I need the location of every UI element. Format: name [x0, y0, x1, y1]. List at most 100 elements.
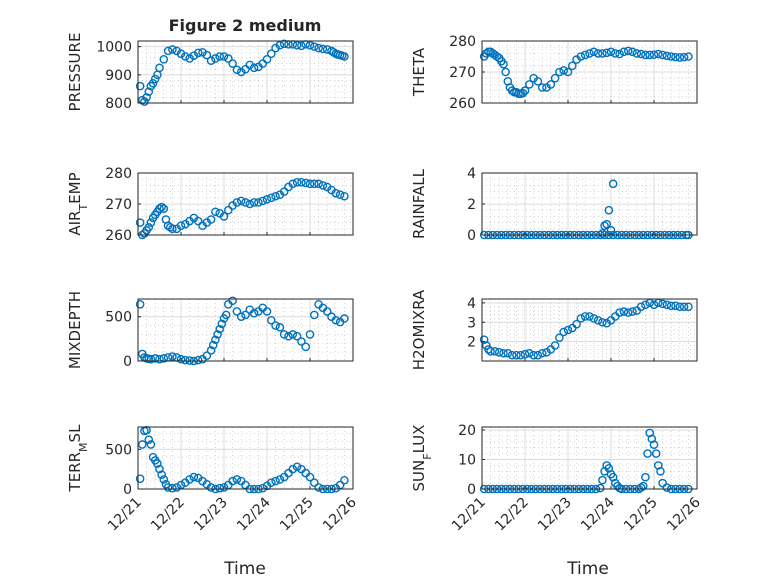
- data-point: [232, 475, 242, 484]
- data-point: [292, 462, 302, 472]
- data-point: [595, 483, 605, 493]
- axes-border: [481, 298, 698, 362]
- data-point: [641, 472, 650, 482]
- data-point: [589, 314, 599, 323]
- y-axis-label: H2OMIXRA: [410, 289, 428, 370]
- data-point: [241, 198, 250, 207]
- data-point: [245, 60, 255, 70]
- data-point: [279, 187, 289, 196]
- data-point: [258, 196, 268, 206]
- x-tick-label: 12/24: [234, 494, 274, 534]
- data-point: [499, 59, 508, 69]
- y-tick-label: 0: [123, 354, 132, 370]
- data-point: [189, 51, 199, 60]
- data-point: [641, 300, 650, 310]
- data-point: [649, 300, 659, 310]
- data-point: [155, 354, 164, 364]
- data-point: [679, 302, 689, 312]
- data-point: [525, 80, 534, 89]
- x-tick-label: 12/26: [320, 494, 360, 534]
- data-point: [288, 464, 298, 474]
- data-point: [546, 80, 556, 89]
- data-point: [266, 315, 276, 325]
- data-point: [217, 319, 227, 329]
- data-point: [135, 81, 145, 91]
- data-point: [159, 354, 169, 363]
- data-point: [559, 327, 569, 337]
- data-point: [598, 317, 607, 327]
- data-point: [619, 307, 629, 316]
- data-point: [159, 204, 169, 213]
- data-point: [550, 341, 560, 350]
- data-point: [279, 330, 289, 339]
- x-tick-label: 12/25: [621, 495, 661, 535]
- data-point: [266, 478, 276, 487]
- data-point: [297, 177, 306, 187]
- subplot-sun-f-lux: 0 10 20 SUNFLUX 12/21 12/22 12/23 12/24 12/25 12/…: [410, 423, 704, 534]
- data-point: [193, 355, 203, 365]
- data-point: [492, 52, 502, 61]
- data-point: [137, 95, 147, 105]
- data-point: [168, 483, 177, 493]
- data-point: [671, 52, 680, 62]
- data-point: [223, 205, 233, 215]
- data-point: [228, 476, 237, 486]
- data-point: [309, 179, 319, 189]
- series-points: [479, 46, 693, 98]
- data-point: [533, 77, 543, 86]
- y-axis-label: TERRMSL: [66, 424, 90, 493]
- data-point: [602, 48, 612, 58]
- axes-border: [137, 298, 354, 362]
- data-point: [490, 347, 500, 356]
- data-point: [533, 350, 543, 360]
- axes-background: [481, 298, 698, 362]
- data-point: [666, 52, 676, 61]
- axes-border: [137, 172, 354, 236]
- data-point: [155, 204, 164, 213]
- data-point: [180, 355, 190, 365]
- x-tick-label: 12/21: [449, 495, 489, 535]
- data-point: [537, 83, 547, 92]
- data-point: [254, 198, 263, 207]
- data-point: [189, 472, 199, 482]
- data-point: [675, 53, 685, 62]
- data-point: [193, 48, 203, 58]
- x-tick-label: 12/21: [105, 495, 145, 535]
- data-point: [245, 199, 255, 209]
- data-point: [185, 475, 194, 484]
- x-axis-label-left: Time: [223, 559, 266, 579]
- data-point: [249, 198, 259, 207]
- data-point: [619, 47, 629, 57]
- data-point: [221, 310, 231, 320]
- data-point: [314, 179, 323, 189]
- data-point: [666, 301, 676, 311]
- data-point: [512, 350, 521, 360]
- data-point: [555, 333, 564, 343]
- data-point: [658, 299, 667, 309]
- data-point: [211, 207, 220, 217]
- data-point: [144, 435, 154, 445]
- data-point: [135, 300, 145, 309]
- data-point: [288, 330, 298, 339]
- data-point: [292, 331, 302, 341]
- data-point: [202, 351, 212, 360]
- x-tick-label: 12/22: [492, 495, 532, 535]
- data-point: [340, 475, 349, 485]
- data-point: [219, 212, 229, 221]
- y-tick-label: 4: [467, 296, 476, 312]
- data-point: [146, 354, 156, 364]
- data-point: [518, 88, 528, 98]
- data-point: [193, 216, 203, 226]
- data-point: [206, 215, 216, 224]
- data-point: [159, 55, 169, 64]
- x-tick-label: 12/22: [148, 495, 188, 535]
- y-axis-label: PRESSURE: [66, 33, 84, 112]
- data-point: [309, 42, 319, 51]
- y-tick-label: 0: [467, 228, 476, 244]
- data-point: [176, 49, 186, 58]
- data-point: [236, 67, 246, 77]
- data-point: [611, 49, 620, 58]
- data-point: [335, 190, 345, 199]
- data-point: [327, 46, 336, 56]
